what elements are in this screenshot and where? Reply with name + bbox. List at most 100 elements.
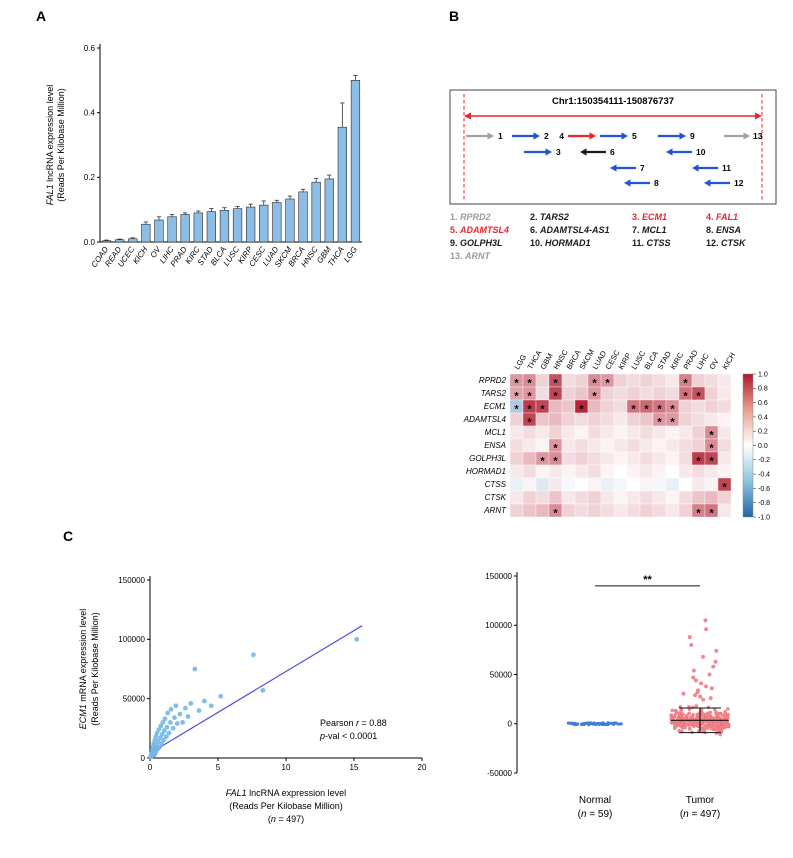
colorbar-tick-label: -0.8 <box>758 500 770 507</box>
tumor-point <box>701 725 706 730</box>
x-tick-label: 15 <box>350 763 359 772</box>
heatmap-cell <box>691 399 706 414</box>
scatter-point <box>154 730 160 736</box>
significance-asterisk: * <box>553 508 558 520</box>
group-name-label: Tumor <box>686 795 715 806</box>
heatmap-cell <box>509 438 524 453</box>
chr-region-label: Chr1:150354111-150876737 <box>552 96 674 107</box>
y-axis-title-line2: (Reads Per Kilobase Million) <box>90 612 100 726</box>
y-tick-label: 0 <box>141 754 146 763</box>
bar <box>298 191 308 243</box>
heatmap-cell <box>613 503 628 518</box>
normal-point <box>582 722 586 726</box>
heatmap-cell <box>626 373 641 388</box>
heatmap-cell <box>561 503 576 518</box>
heatmap-cell <box>717 438 732 453</box>
heatmap-cell <box>639 503 654 518</box>
significance-asterisk: * <box>527 378 532 390</box>
tumor-point <box>673 722 678 727</box>
tumor-outlier-point <box>704 684 708 689</box>
tumor-point <box>679 709 683 714</box>
gene-number: 5. <box>450 225 461 235</box>
scatter-point <box>168 706 174 712</box>
tumor-point <box>691 712 696 717</box>
heatmap-cell <box>665 503 680 518</box>
tumor-point <box>726 707 730 711</box>
gene-arrowhead <box>666 148 673 156</box>
tumor-outlier-point <box>701 697 706 702</box>
tumor-point <box>695 712 700 717</box>
heatmap-cell <box>600 438 615 453</box>
label-part: = 0.88 <box>359 718 387 728</box>
gene-arrow-number: 4 <box>559 131 564 141</box>
y-axis-title: FAL1 lncRNA expression level <box>45 85 55 205</box>
heatmap-cell <box>587 425 602 440</box>
heatmap-cell <box>548 490 563 505</box>
significance-asterisk: * <box>709 456 714 468</box>
pvalue-annotation: p-val < 0.0001 <box>319 731 377 741</box>
scatter-point <box>173 703 179 709</box>
heatmap-cell <box>574 425 589 440</box>
gene-name: MCL1 <box>642 225 667 235</box>
heatmap-cell <box>665 386 680 401</box>
heatmap-cell <box>639 451 654 466</box>
gene-number: 3. <box>632 212 643 222</box>
scatter-point <box>260 687 266 693</box>
label-part: r <box>356 718 360 728</box>
significance-asterisk: * <box>709 443 714 455</box>
heatmap-cell <box>626 503 641 518</box>
gene-arrowhead <box>692 164 699 172</box>
heatmap-cell <box>665 438 680 453</box>
bar <box>115 239 125 243</box>
tumor-point <box>673 712 678 717</box>
heatmap-cell <box>587 490 602 505</box>
scatter-point <box>202 698 207 704</box>
gene-legend-item: 11. CTSS <box>632 238 706 251</box>
heatmap-cell <box>613 425 628 440</box>
bar <box>324 178 334 243</box>
tumor-point <box>725 715 730 719</box>
heatmap-cell <box>574 438 589 453</box>
heatmap-cell <box>626 438 641 453</box>
heatmap-cell <box>717 425 732 440</box>
heatmap-cell <box>652 386 667 401</box>
tumor-outlier-point <box>711 664 716 669</box>
gene-number: 11. <box>632 238 647 248</box>
heatmap-cell <box>652 451 667 466</box>
gene-legend-item: 7. MCL1 <box>632 225 706 238</box>
heatmap-cell <box>652 503 667 518</box>
gene-name: CTSS <box>646 238 671 248</box>
tumor-outlier-point <box>703 618 708 623</box>
heatmap-cell <box>522 464 537 479</box>
heatmap-cell <box>561 477 576 492</box>
heatmap-cell <box>626 477 641 492</box>
bar <box>101 240 112 243</box>
tumor-point <box>689 715 693 720</box>
heatmap-cell <box>665 490 680 505</box>
tumor-point <box>716 728 721 733</box>
tumor-outlier-point <box>698 694 703 699</box>
y-tick-label: 0.2 <box>84 173 96 182</box>
y-axis-title-line2: (Reads Per Kilobase Million) <box>56 88 66 202</box>
tumor-point <box>701 712 705 716</box>
significance-asterisk: * <box>644 404 649 416</box>
tumor-outlier-point <box>714 648 719 653</box>
tumor-outlier-point <box>701 654 706 659</box>
heatmap-cell <box>535 425 550 440</box>
scatter-point <box>188 701 194 706</box>
tumor-point <box>682 716 687 721</box>
tumor-point <box>684 720 688 725</box>
heatmap-cell <box>548 425 563 440</box>
bar <box>154 219 164 243</box>
normal-point <box>594 722 598 727</box>
heatmap-cell <box>665 464 680 479</box>
significance-asterisk: * <box>631 404 636 416</box>
gene-arrowhead <box>621 132 628 140</box>
gene-arrow-number: 12 <box>734 178 744 188</box>
gene-name: CTSK <box>721 238 746 248</box>
heatmap-cell <box>678 438 693 453</box>
heatmap-cell <box>548 477 563 492</box>
heatmap-cell <box>535 373 550 388</box>
y-tick-label: 100000 <box>485 621 512 630</box>
heatmap-cell <box>704 386 719 401</box>
